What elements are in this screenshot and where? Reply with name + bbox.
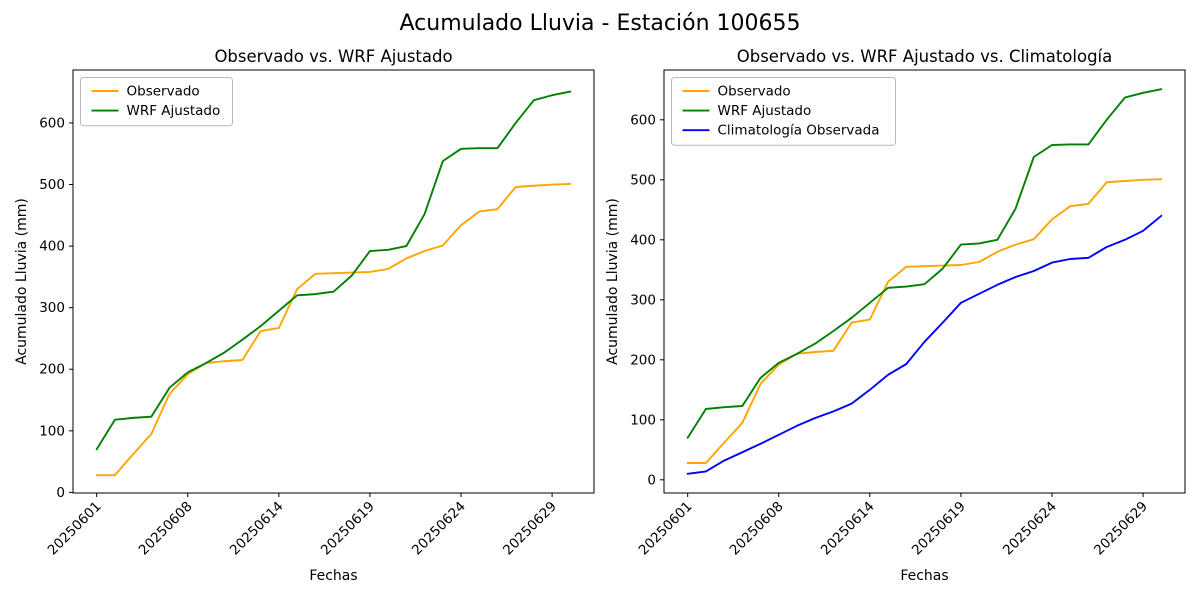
legend-box (671, 77, 896, 146)
y-tick-label: 200 (39, 362, 65, 378)
legend-label: WRF Ajustado (718, 103, 812, 119)
series-line-observado (686, 178, 1163, 464)
y-tick-label: 500 (630, 172, 656, 188)
x-tick-label: 20250629 (500, 499, 560, 559)
subplot-1: Observado vs. WRF Ajustado vs. Climatolo… (605, 47, 1186, 584)
series-line-observado (95, 182, 572, 477)
series-line-wrf-ajustado (95, 90, 572, 451)
y-tick-label: 400 (630, 232, 656, 248)
y-axis-label: Acumulado Lluvia (mm) (14, 198, 30, 365)
x-tick-label: 20250624 (1000, 499, 1060, 559)
legend-box (80, 77, 233, 127)
x-tick-label: 20250619 (909, 499, 969, 559)
plot-border (72, 69, 595, 494)
y-tick-label: 600 (39, 115, 65, 131)
x-axis-label: Fechas (309, 568, 357, 584)
x-tick-label: 20250601 (45, 499, 105, 559)
subplot-0: Observado vs. WRF Ajustado 0 100 200 300 400 5… (14, 47, 595, 584)
legend: Observado WRF Ajustado Climatología Observ… (671, 77, 896, 146)
plot-border (663, 69, 1186, 494)
y-tick-label: 100 (630, 412, 656, 428)
y-tick-label: 100 (39, 423, 65, 439)
x-tick-label: 20250608 (727, 499, 787, 559)
legend-label: WRF Ajustado (127, 103, 221, 119)
chart-title: Observado vs. WRF Ajustado (214, 47, 452, 66)
x-tick-label: 20250624 (409, 499, 469, 559)
series-line-wrf-ajustado (686, 88, 1163, 439)
x-tick-label: 20250601 (636, 499, 696, 559)
legend-label: Climatología Observada (718, 123, 880, 139)
y-tick-label: 0 (647, 472, 656, 488)
x-tick-label: 20250619 (318, 499, 378, 559)
legend: Observado WRF Ajustado (80, 77, 233, 127)
y-tick-label: 0 (56, 485, 65, 501)
x-tick-label: 20250614 (818, 499, 878, 559)
y-axis-label: Acumulado Lluvia (mm) (605, 198, 621, 365)
figure-title: Acumulado Lluvia - Estación 100655 (399, 11, 801, 36)
legend-label: Observado (718, 84, 791, 100)
chart-title: Observado vs. WRF Ajustado vs. Climatolo… (737, 47, 1113, 66)
x-tick-label: 20250629 (1091, 499, 1151, 559)
series-line-climatolog-a-observada (686, 214, 1163, 475)
y-tick-label: 400 (39, 239, 65, 255)
legend-label: Observado (127, 84, 200, 100)
y-tick-label: 300 (630, 292, 656, 308)
x-axis-label: Fechas (900, 568, 948, 584)
y-tick-label: 500 (39, 177, 65, 193)
y-tick-label: 600 (630, 112, 656, 128)
x-tick-label: 20250608 (136, 499, 196, 559)
y-tick-label: 300 (39, 300, 65, 316)
x-tick-label: 20250614 (227, 499, 287, 559)
y-tick-label: 200 (630, 352, 656, 368)
